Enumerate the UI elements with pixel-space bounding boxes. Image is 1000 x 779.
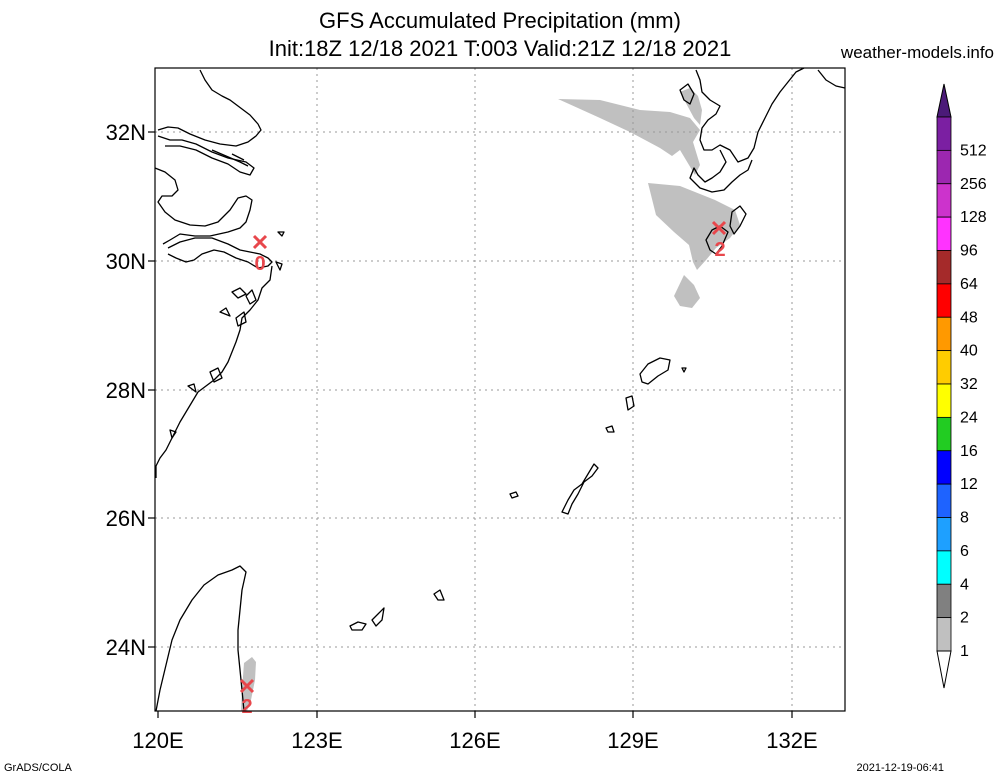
coastline-japan-east xyxy=(817,69,846,89)
colorbar-swatch xyxy=(936,250,952,285)
colorbar-swatch xyxy=(936,517,952,552)
colorbar-bottom-arrow xyxy=(936,650,952,689)
precip-area-kyushu xyxy=(648,183,740,270)
colorbar-label: 48 xyxy=(960,309,978,326)
coastline-zhejiang-islands xyxy=(169,231,285,439)
colorbar-swatch xyxy=(936,216,952,251)
colorbar-label: 12 xyxy=(960,476,978,493)
site-label: weather-models.info xyxy=(840,43,994,62)
colorbar-swatch xyxy=(936,617,952,652)
map-subtitle: Init:18Z 12/18 2021 T:003 Valid:21Z 12/1… xyxy=(268,36,732,61)
colorbar-swatch xyxy=(936,183,952,218)
colorbar-label: 512 xyxy=(960,142,987,159)
marker-shanghai-area: 0 xyxy=(252,234,268,275)
lat-label: 24N xyxy=(106,635,146,660)
colorbar-label: 1 xyxy=(960,643,969,660)
marker-kyushu-south: 2 xyxy=(711,220,727,261)
lat-label: 32N xyxy=(106,120,146,145)
colorbar-label: 96 xyxy=(960,243,978,260)
lon-label: 123E xyxy=(291,728,342,753)
colorbar-swatch xyxy=(936,416,952,452)
gridlines xyxy=(155,68,845,711)
coastline-hangzhou-bay xyxy=(167,237,273,269)
coastline-amami xyxy=(639,357,687,385)
footer-timestamp: 2021-12-19-06:41 xyxy=(856,762,944,774)
colorbar-swatch xyxy=(936,116,952,151)
lat-axis xyxy=(148,131,155,648)
colorbar-label: 256 xyxy=(960,176,987,193)
lon-labels: 120E 123E 126E 129E 132E xyxy=(132,728,817,753)
footer-software: GrADS/COLA xyxy=(4,762,72,774)
colorbar-swatch xyxy=(936,450,952,485)
colorbar-swatch xyxy=(936,550,952,585)
precip-area-north xyxy=(558,99,700,175)
colorbar-label: 40 xyxy=(960,343,978,360)
lon-label: 126E xyxy=(449,728,500,753)
colorbar-label: 2 xyxy=(960,610,969,627)
colorbar-swatch xyxy=(936,350,952,385)
lon-label: 120E xyxy=(132,728,183,753)
coastline-yangtze-inner xyxy=(211,149,249,167)
colorbar-label: 128 xyxy=(960,209,987,226)
coastline-korea-kyushu-north xyxy=(695,67,805,163)
marker-value: 2 xyxy=(714,239,725,261)
coastline-taiwan xyxy=(155,565,247,712)
coastline-north-china xyxy=(157,69,262,147)
marker-value: 0 xyxy=(254,253,265,275)
colorbar-label: 4 xyxy=(960,576,969,593)
lat-label: 30N xyxy=(106,249,146,274)
colorbar-label: 24 xyxy=(960,409,978,426)
map-title: GFS Accumulated Precipitation (mm) xyxy=(319,8,681,33)
lat-label: 26N xyxy=(106,506,146,531)
colorbar-swatch xyxy=(936,149,952,185)
coastline-yangtze xyxy=(157,135,255,176)
colorbar-swatch xyxy=(936,283,952,318)
colorbar-label: 6 xyxy=(960,543,969,560)
lat-labels: 32N 30N 28N 26N 24N xyxy=(106,120,146,660)
colorbar-label: 64 xyxy=(960,276,978,293)
coastline-china-mid xyxy=(154,167,253,245)
lon-label: 129E xyxy=(607,728,658,753)
colorbar-label: 8 xyxy=(960,510,969,527)
coastline-okinawa xyxy=(509,463,599,515)
markers: 0 2 2 xyxy=(239,220,727,718)
marker-taiwan-east: 2 xyxy=(239,678,255,718)
precip-area-south xyxy=(674,275,700,308)
coastline-zhejiang xyxy=(155,265,273,478)
colorbar-swatch xyxy=(936,483,952,518)
lon-axis xyxy=(157,711,793,718)
coastline-sakishima xyxy=(349,589,445,631)
coastline-tokunoshima xyxy=(605,395,635,433)
marker-value: 2 xyxy=(241,696,252,718)
colorbar-top-arrow xyxy=(936,83,952,118)
coastline-kyushu xyxy=(689,149,753,193)
coastline-tsushima xyxy=(679,83,695,105)
precip-area-korea-strait xyxy=(680,88,702,125)
colorbar-swatch xyxy=(936,583,952,619)
lat-label: 28N xyxy=(106,378,146,403)
lon-label: 132E xyxy=(766,728,817,753)
precip-shading xyxy=(241,88,740,711)
colorbar-label: 16 xyxy=(960,443,978,460)
coastlines xyxy=(154,67,846,712)
colorbar-label: 32 xyxy=(960,376,978,393)
colorbar-swatch xyxy=(936,316,952,352)
colorbar-swatch xyxy=(936,383,952,418)
